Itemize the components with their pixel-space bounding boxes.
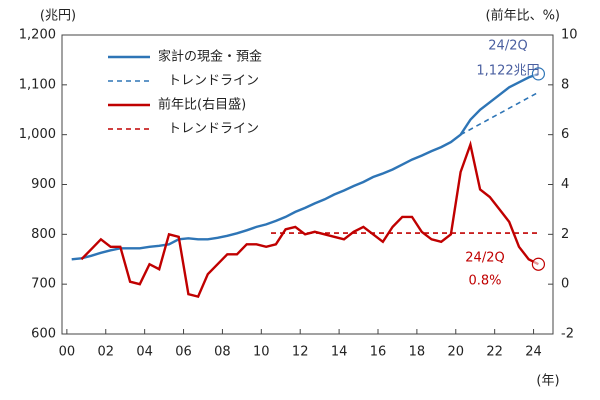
y2-tick-label: 6 (561, 127, 569, 142)
x-tick-label: 10 (253, 345, 270, 360)
annotation: 1,122兆円 (476, 64, 539, 79)
x-tick-label: 00 (59, 345, 76, 360)
y2-tick-label: 0 (561, 277, 569, 292)
x-tick-label: 20 (447, 345, 464, 360)
end-marker (531, 67, 546, 81)
x-tick-label: 14 (331, 345, 348, 360)
annotation: 24/2Q (488, 39, 527, 54)
x-tick-label: 24 (525, 345, 542, 360)
x-tick-label: 04 (136, 345, 153, 360)
y-tick-label: 1,200 (19, 28, 56, 43)
y2-tick-label: 2 (561, 227, 569, 242)
legend-label: トレンドライン (168, 122, 259, 137)
annotation: 0.8% (468, 274, 501, 289)
x-tick-label: 18 (409, 345, 426, 360)
y-tick-label: 700 (31, 277, 56, 292)
y-tick-label: 900 (31, 177, 56, 192)
x-tick-label: 22 (486, 345, 503, 360)
series-line (71, 72, 539, 261)
legend-label: トレンドライン (168, 74, 259, 89)
y-tick-label: 1,000 (19, 127, 56, 142)
legend-label: 家計の現金・預金 (158, 49, 262, 65)
x-axis-label: (年) (536, 374, 559, 389)
series-line (460, 91, 539, 136)
x-tick-label: 06 (175, 345, 192, 360)
y2-tick-label: 10 (561, 28, 578, 43)
end-marker (531, 257, 546, 271)
x-tick-label: 08 (214, 345, 231, 360)
y2-tick-label: 4 (561, 177, 569, 192)
y-tick-label: 800 (31, 227, 56, 242)
annotation: 24/2Q (465, 251, 504, 266)
x-tick-label: 12 (292, 345, 309, 360)
x-tick-label: 16 (370, 345, 387, 360)
y2-tick-label: 8 (561, 77, 569, 92)
x-tick-label: 02 (97, 345, 114, 360)
y2-tick-label: -2 (561, 327, 574, 342)
y-tick-label: 600 (31, 327, 56, 342)
legend-label: 前年比(右目盛) (158, 97, 246, 113)
y-tick-label: 1,100 (19, 77, 56, 92)
y2-axis-label: (前年比、%) (486, 8, 561, 24)
y-axis-label: (兆円) (40, 9, 76, 24)
